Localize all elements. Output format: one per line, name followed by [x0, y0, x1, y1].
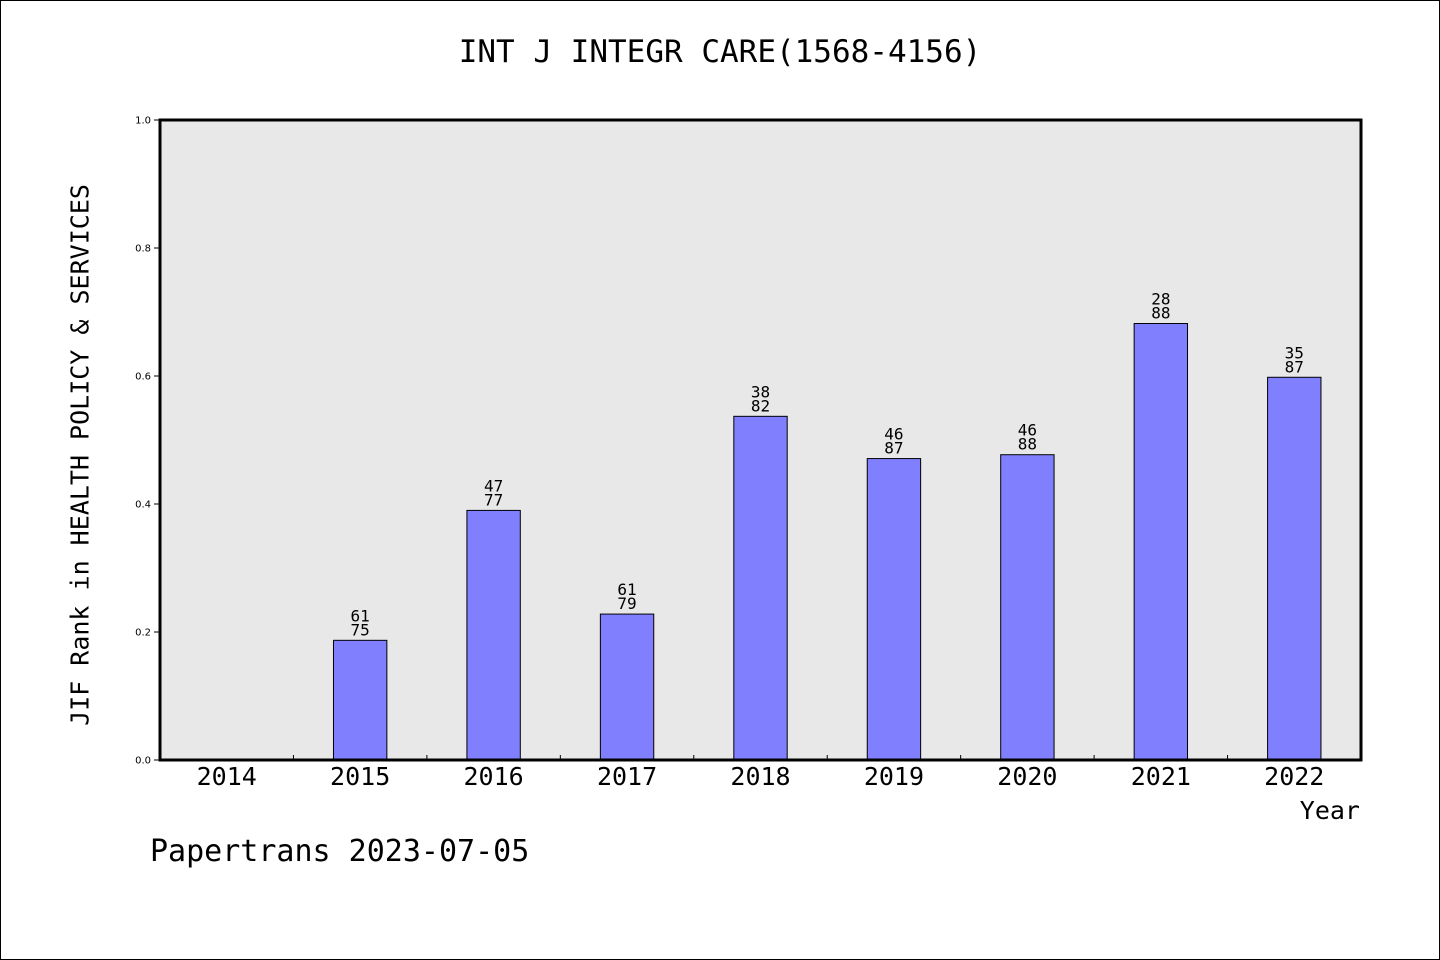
bar-2019	[866, 458, 922, 761]
chart-title: INT J INTEGR CARE(1568-4156)	[458, 34, 982, 70]
bar-2018	[733, 415, 788, 761]
footer-credit: Papertrans 2023-07-05	[150, 834, 530, 869]
bar-label-rank: 61	[351, 606, 370, 625]
bar-label-total: 87	[1285, 357, 1304, 376]
plot-border	[158, 118, 1363, 762]
bar-2015	[332, 639, 388, 761]
bar-2022	[1267, 376, 1322, 761]
x-category-label: 2014	[197, 762, 257, 791]
bar-2021	[1133, 323, 1189, 761]
y-tick-label: 0.4	[135, 500, 151, 511]
bar-label-rank: 35	[1285, 343, 1304, 362]
x-axis-label: Year	[1299, 796, 1360, 825]
bar-label-rank: 28	[1151, 290, 1170, 309]
x-category-label: 2020	[997, 762, 1057, 791]
bar-2017	[599, 613, 655, 761]
bar-label-total: 82	[751, 396, 770, 415]
x-category-label: 2016	[464, 762, 524, 791]
y-tick-label: 0.8	[135, 244, 151, 255]
bar-2016	[466, 509, 521, 761]
x-category-label: 2018	[730, 762, 790, 791]
y-tick-label: 0.6	[135, 372, 151, 383]
y-tick-label: 0.2	[135, 628, 151, 639]
y-tick-label: 1.0	[135, 116, 151, 127]
y-tick-label: 0.0	[135, 756, 151, 767]
bar-label-total: 79	[617, 594, 636, 613]
bar-label-total: 77	[484, 490, 503, 509]
bar-label-total: 75	[351, 620, 370, 639]
bar-label-rank: 47	[484, 476, 503, 495]
bar-label-total: 88	[1151, 304, 1170, 323]
bar-label-rank: 46	[1018, 421, 1037, 440]
x-category-label: 2015	[330, 762, 390, 791]
bar-label-rank: 61	[617, 580, 636, 599]
x-category-label: 2021	[1131, 762, 1191, 791]
bar-label-total: 88	[1018, 435, 1037, 454]
x-category-label: 2019	[864, 762, 924, 791]
bar-label-rank: 46	[884, 425, 903, 444]
bar-2020	[1000, 454, 1055, 761]
x-category-label: 2017	[597, 762, 657, 791]
x-category-label: 2022	[1264, 762, 1324, 791]
bar-label-rank: 38	[751, 382, 770, 401]
bar-label-total: 87	[884, 439, 903, 458]
